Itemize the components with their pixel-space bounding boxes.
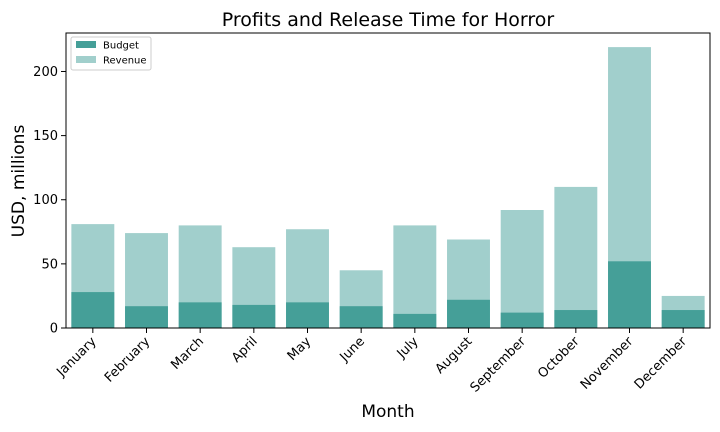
bar-revenue-september (500, 210, 544, 328)
y-tick-label: 50 (41, 257, 58, 272)
legend-label-budget: Budget (103, 41, 139, 52)
x-axis-label: Month (361, 402, 414, 422)
legend: Budget Revenue (70, 36, 152, 71)
bar-revenue-july (393, 225, 437, 328)
x-tick-label: May (285, 334, 315, 364)
bar-budget-december (661, 310, 705, 328)
x-tick-label: September (468, 334, 530, 396)
legend-swatch-budget (76, 41, 96, 48)
bar-budget-february (125, 306, 168, 328)
x-tick-label: October (535, 334, 583, 382)
y-axis: 0 50 100 150 200 (33, 65, 66, 337)
x-tick-label: July (394, 334, 422, 362)
bar-budget-august (447, 299, 490, 328)
y-tick-label: 0 (50, 322, 58, 337)
x-tick-label: April (229, 334, 261, 366)
bar-budget-march (178, 302, 222, 328)
plot-frame (65, 32, 711, 329)
x-tick-label: January (53, 334, 99, 380)
y-tick-label: 150 (33, 129, 58, 144)
x-tick-label: February (102, 334, 154, 386)
plot-area (71, 47, 705, 329)
bar-budget-october (554, 310, 598, 328)
x-tick-label: August (433, 334, 476, 377)
x-tick-label: March (168, 334, 207, 373)
x-tick-label: December (632, 334, 691, 393)
legend-swatch-revenue (76, 56, 96, 63)
x-tick-label: November (578, 334, 637, 393)
y-tick-label: 200 (33, 65, 58, 80)
x-axis: January February March April May June July Augu… (53, 328, 690, 396)
y-tick-label: 100 (33, 193, 58, 208)
bar-budget-july (393, 313, 437, 328)
bar-budget-may (286, 302, 329, 328)
bar-budget-june (339, 306, 383, 328)
bar-budget-november (608, 261, 651, 328)
x-tick-label: June (337, 334, 368, 365)
bar-budget-april (232, 304, 276, 328)
y-axis-label: USD, millions (9, 125, 29, 238)
bar-budget-september (500, 312, 544, 328)
chart-title: Profits and Release Time for Horror (222, 9, 555, 31)
legend-label-revenue: Revenue (103, 56, 147, 67)
bar-revenue-october (554, 186, 598, 328)
bar-budget-january (71, 292, 115, 328)
